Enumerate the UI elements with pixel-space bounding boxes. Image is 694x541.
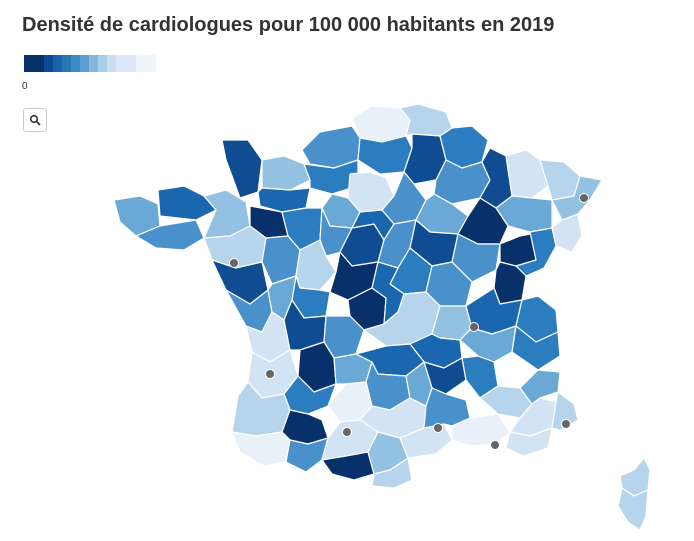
legend-swatch <box>107 55 116 72</box>
legend-min-label: 0 <box>22 81 28 92</box>
legend-swatch <box>89 55 98 72</box>
city-marker[interactable] <box>561 419 571 429</box>
city-marker[interactable] <box>469 322 479 332</box>
department-region[interactable] <box>617 487 649 531</box>
legend-swatch <box>62 55 71 72</box>
department-region[interactable] <box>505 427 553 457</box>
department-region[interactable] <box>357 135 413 175</box>
department-region[interactable] <box>371 457 413 489</box>
search-icon <box>29 114 41 126</box>
department-region[interactable] <box>257 187 311 213</box>
legend-swatch <box>80 55 89 72</box>
department-region[interactable] <box>459 325 517 363</box>
city-marker[interactable] <box>490 440 500 450</box>
color-scale-legend <box>24 55 156 72</box>
city-marker[interactable] <box>433 423 443 433</box>
legend-swatch <box>98 55 107 72</box>
legend-swatch <box>24 55 44 72</box>
department-region[interactable] <box>261 155 311 191</box>
department-region[interactable] <box>451 413 511 447</box>
legend-swatch <box>136 55 156 72</box>
legend-swatch <box>53 55 62 72</box>
legend-swatch <box>71 55 80 72</box>
zoom-search-button[interactable] <box>23 108 47 132</box>
department-region[interactable] <box>221 139 263 199</box>
legend-swatch <box>44 55 53 72</box>
department-region[interactable] <box>231 431 291 467</box>
department-region[interactable] <box>303 159 359 195</box>
department-region[interactable] <box>423 387 471 429</box>
chart-title: Densité de cardiologues pour 100 000 hab… <box>22 14 555 36</box>
department-region[interactable] <box>515 227 557 277</box>
city-marker[interactable] <box>265 369 275 379</box>
department-region[interactable] <box>505 149 549 199</box>
city-marker[interactable] <box>579 193 589 203</box>
legend-swatch <box>116 55 136 72</box>
department-region[interactable] <box>157 185 217 221</box>
city-marker[interactable] <box>229 258 239 268</box>
city-marker[interactable] <box>342 427 352 437</box>
